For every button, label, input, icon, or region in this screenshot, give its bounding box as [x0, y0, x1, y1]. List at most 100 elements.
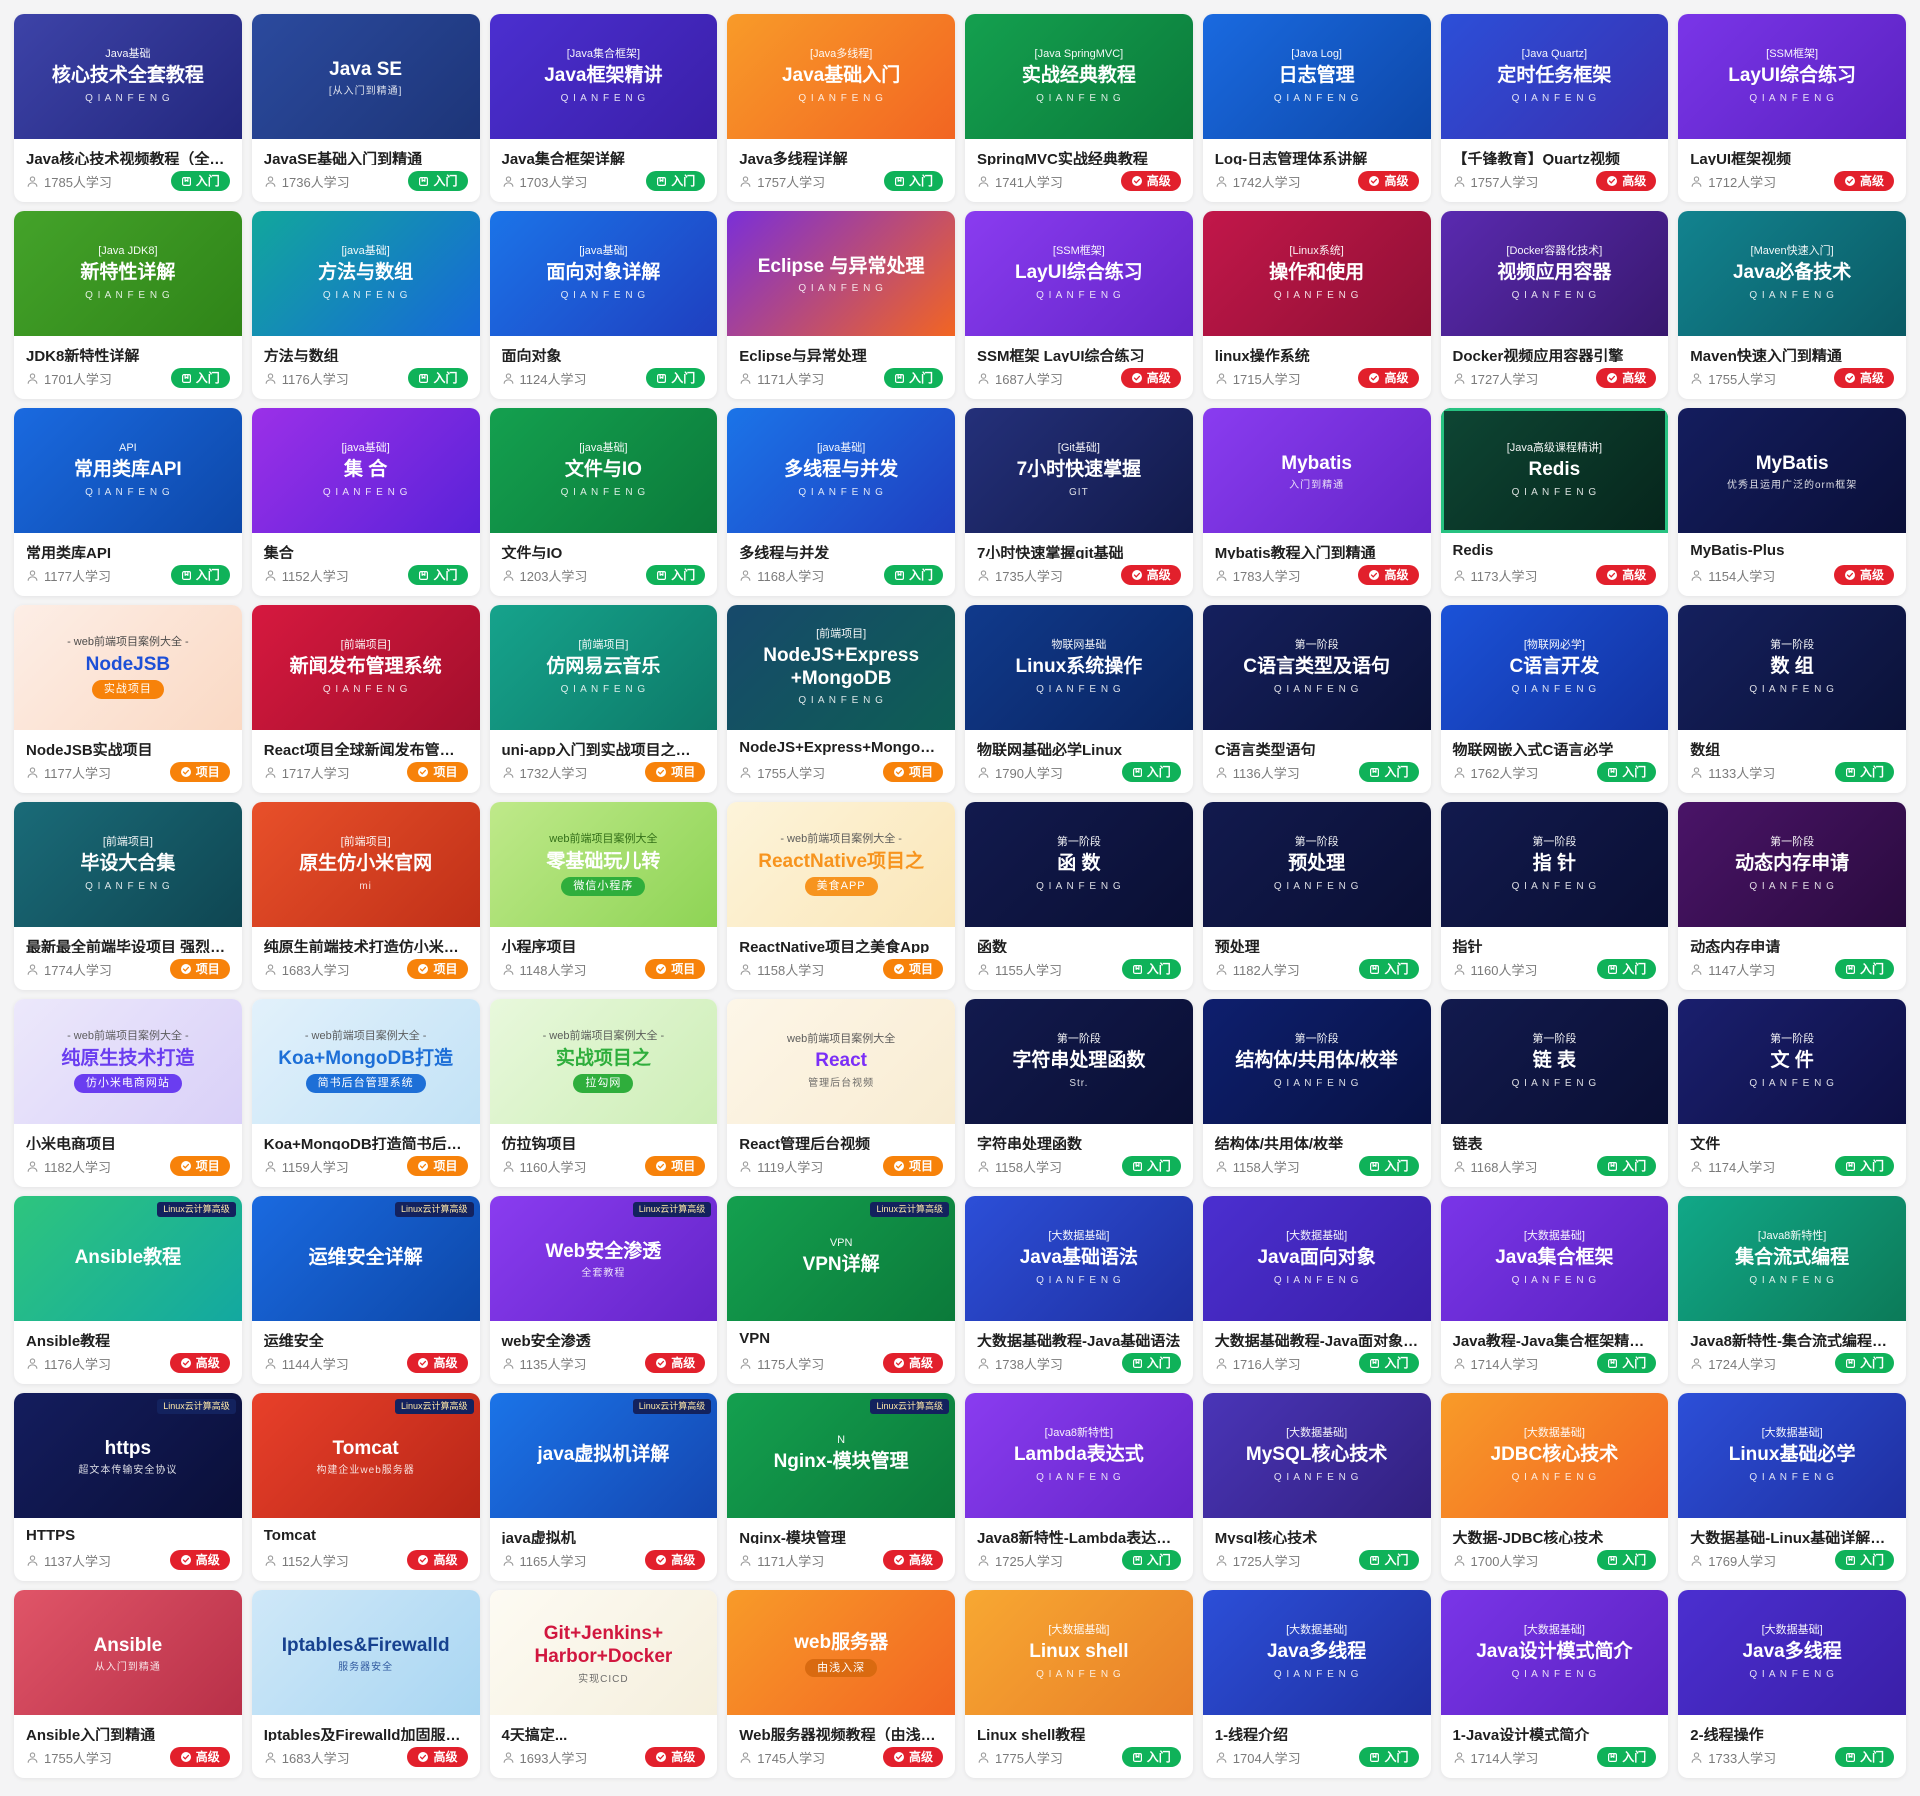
course-card[interactable]: [Java Quartz] 定时任务框架 Q I A N F E N G 【千锋…: [1440, 14, 1669, 202]
course-card[interactable]: - web前端项目案例大全 - 实战项目之 拉勾网 仿拉钩项目 1160人学习: [489, 999, 718, 1187]
course-card[interactable]: 第一阶段 C语言类型及语句 Q I A N F E N G C语言类型语句 11…: [1202, 605, 1431, 793]
course-meta: 1683人学习 项目: [252, 953, 480, 990]
level-badge-label: 入门: [195, 174, 220, 188]
course-card[interactable]: [java基础] 集 合 Q I A N F E N G 集合 1152人学习: [251, 408, 480, 596]
course-card[interactable]: [Linux系统] 操作和使用 Q I A N F E N G linux操作系…: [1202, 211, 1431, 399]
course-card[interactable]: [Java8新特性] 集合流式编程 Q I A N F E N G Java8新…: [1678, 1196, 1906, 1384]
thumb-main-text: 面向对象详解: [546, 262, 661, 284]
level-badge: 入门: [1121, 959, 1181, 979]
course-card[interactable]: [大数据基础] Java设计模式简介 Q I A N F E N G 1-Jav…: [1440, 1590, 1669, 1778]
course-card[interactable]: [Java JDK8] 新特性详解 Q I A N F E N G JDK8新特…: [14, 211, 242, 399]
course-card[interactable]: Iptables&Firewalld 服务器安全 Iptables及Firewa…: [251, 1590, 480, 1778]
course-card[interactable]: 第一阶段 预处理 Q I A N F E N G 预处理 1182人学习: [1202, 802, 1431, 990]
thumb-corner-tag: Linux云计算高级: [870, 1399, 949, 1414]
course-card[interactable]: 第一阶段 动态内存申请 Q I A N F E N G 动态内存申请 1147人…: [1678, 802, 1906, 990]
course-card[interactable]: [大数据基础] JDBC核心技术 Q I A N F E N G 大数据-JDB…: [1440, 1393, 1669, 1581]
course-thumbnail: [前端项目] NodeJS+Express +MongoDB Q I A N F…: [727, 605, 955, 730]
course-card[interactable]: 第一阶段 数 组 Q I A N F E N G 数组 1133人学习: [1678, 605, 1906, 793]
course-card[interactable]: Ansible 从入门到精通 Ansible入门到精通 1755人学习: [14, 1590, 242, 1778]
course-card[interactable]: API 常用类库API Q I A N F E N G 常用类库API 1177…: [14, 408, 242, 596]
course-card[interactable]: - web前端项目案例大全 - 纯原生技术打造 仿小米电商网站 小米电商项目 1…: [14, 999, 242, 1187]
thumb-top-text: - web前端项目案例大全 -: [67, 636, 189, 649]
course-card[interactable]: [大数据基础] Linux shell Q I A N F E N G Linu…: [965, 1590, 1193, 1778]
course-card[interactable]: [java基础] 文件与IO Q I A N F E N G 文件与IO 120…: [489, 408, 718, 596]
course-thumbnail: - web前端项目案例大全 - 实战项目之 拉勾网: [489, 999, 718, 1124]
course-card[interactable]: Java基础 核心技术全套教程 Q I A N F E N G Java核心技术…: [14, 14, 242, 202]
course-card[interactable]: [物联网必学] C语言开发 Q I A N F E N G 物联网嵌入式C语言必…: [1440, 605, 1669, 793]
course-card[interactable]: [java基础] 多线程与并发 Q I A N F E N G 多线程与并发 1…: [727, 408, 955, 596]
course-card[interactable]: - web前端项目案例大全 - NodeJSB 实战项目 NodeJSB实战项目…: [14, 605, 242, 793]
course-card[interactable]: [大数据基础] Java基础语法 Q I A N F E N G 大数据基础教程…: [965, 1196, 1193, 1384]
learner-count: 1182人学习: [1215, 960, 1300, 979]
course-card[interactable]: MyBatis 优秀且运用广泛的orm框架 MyBatis-Plus 1154人…: [1678, 408, 1906, 596]
course-card[interactable]: [前端项目] 毕设大合集 Q I A N F E N G 最新最全前端毕设项目 …: [14, 802, 242, 990]
course-card[interactable]: [Java高级课程精讲] Redis Q I A N F E N G Redis…: [1440, 408, 1669, 596]
course-card[interactable]: [前端项目] 仿网易云音乐 Q I A N F E N G uni-app入门到…: [489, 605, 718, 793]
thumb-top-text: [大数据基础]: [1048, 1624, 1110, 1636]
course-card[interactable]: Linux云计算高级 N Nginx-模块管理 Nginx-模块管理 1171人…: [727, 1393, 955, 1581]
thumb-main-text: Lambda表达式: [1013, 1444, 1144, 1466]
person-icon: [265, 1160, 276, 1172]
course-card[interactable]: [大数据基础] Java集合框架 Q I A N F E N G Java教程-…: [1440, 1196, 1669, 1384]
level-badge-label: 项目: [433, 1159, 458, 1173]
course-card[interactable]: [大数据基础] Java多线程 Q I A N F E N G 1-线程介绍 1…: [1202, 1590, 1431, 1778]
thumb-sub-text: Q I A N F E N G: [1749, 1274, 1835, 1286]
course-card[interactable]: [大数据基础] Linux基础必学 Q I A N F E N G 大数据基础-…: [1678, 1393, 1906, 1581]
course-card[interactable]: 第一阶段 字符串处理函数 Str. 字符串处理函数 1158人学习: [965, 999, 1193, 1187]
course-card[interactable]: [SSM框架] LayUI综合练习 Q I A N F E N G SSM框架 …: [965, 211, 1193, 399]
level-badge: 入门: [1597, 1747, 1657, 1767]
course-card[interactable]: 第一阶段 文 件 Q I A N F E N G 文件 1174人学习: [1678, 999, 1906, 1187]
course-card[interactable]: Git+Jenkins+ Harbor+Docker 实现CICD 4天搞定..…: [489, 1590, 718, 1778]
course-card[interactable]: web前端项目案例大全 React 管理后台视频 React管理后台视频 111…: [727, 999, 955, 1187]
course-card[interactable]: Linux云计算高级 运维安全详解 运维安全 1144人学习: [251, 1196, 480, 1384]
course-card[interactable]: [大数据基础] Java多线程 Q I A N F E N G 2-线程操作 1…: [1678, 1590, 1906, 1778]
course-card[interactable]: [Java Log] 日志管理 Q I A N F E N G Log-日志管理…: [1202, 14, 1431, 202]
learner-count-text: 1158人学习: [757, 962, 825, 978]
course-card[interactable]: [Java集合框架] Java框架精讲 Q I A N F E N G Java…: [489, 14, 718, 202]
course-card[interactable]: web服务器 由浅入深 Web服务器视频教程（由浅入... 1745人学习: [727, 1590, 955, 1778]
course-card[interactable]: [Git基础] 7小时快速掌握 GIT 7小时快速掌握git基础 1735人学习: [965, 408, 1193, 596]
course-card[interactable]: [Docker容器化技术] 视频应用容器 Q I A N F E N G Doc…: [1440, 211, 1669, 399]
course-card[interactable]: Mybatis 入门到精通 Mybatis教程入门到精通 1783人学习: [1202, 408, 1431, 596]
course-card[interactable]: [java基础] 方法与数组 Q I A N F E N G 方法与数组 117…: [251, 211, 480, 399]
course-card[interactable]: 第一阶段 函 数 Q I A N F E N G 函数 1155人学习: [965, 802, 1193, 990]
thumb-top-text: [Java SpringMVC]: [1034, 48, 1124, 60]
book-icon: [1845, 1358, 1856, 1369]
course-meta: 1745人学习 高级: [727, 1741, 955, 1778]
course-card[interactable]: [Java SpringMVC] 实战经典教程 Q I A N F E N G …: [965, 14, 1193, 202]
course-thumbnail: Linux云计算高级 https 超文本传输安全协议: [14, 1393, 242, 1518]
thumb-main-text: React: [815, 1050, 867, 1072]
course-card[interactable]: [Java多线程] Java基础入门 Q I A N F E N G Java多…: [727, 14, 955, 202]
course-card[interactable]: Java SE [从入门到精通] JavaSE基础入门到精通 1736人学习: [251, 14, 480, 202]
seal-check-icon: [180, 963, 192, 975]
level-badge-label: 项目: [195, 1159, 220, 1173]
course-card[interactable]: [SSM框架] LayUI综合练习 Q I A N F E N G LayUI框…: [1678, 14, 1906, 202]
course-card[interactable]: - web前端项目案例大全 - Koa+MongoDB打造 简书后台管理系统 K…: [251, 999, 480, 1187]
thumb-main-text: MyBatis: [1755, 452, 1829, 474]
course-card[interactable]: [前端项目] NodeJS+Express +MongoDB Q I A N F…: [727, 605, 955, 793]
course-card[interactable]: Eclipse 与异常处理 Q I A N F E N G Eclipse与异常…: [727, 211, 955, 399]
course-title: VPN: [739, 1330, 771, 1347]
course-card[interactable]: [大数据基础] MySQL核心技术 Q I A N F E N G Mysql核…: [1202, 1393, 1431, 1581]
course-card[interactable]: Linux云计算高级 java虚拟机详解 java虚拟机 1165人学习: [489, 1393, 718, 1581]
level-badge: 入门: [1359, 762, 1419, 782]
course-card[interactable]: [Java8新特性] Lambda表达式 Q I A N F E N G Jav…: [965, 1393, 1193, 1581]
course-card[interactable]: 第一阶段 结构体/共用体/枚举 Q I A N F E N G 结构体/共用体/…: [1202, 999, 1431, 1187]
course-card[interactable]: - web前端项目案例大全 - ReactNative项目之 美食APP Rea…: [727, 802, 955, 990]
course-card[interactable]: Linux云计算高级 VPN VPN详解 VPN 1175人学习: [727, 1196, 955, 1384]
course-title: 7小时快速掌握git基础: [977, 545, 1124, 559]
course-card[interactable]: [前端项目] 新闻发布管理系统 Q I A N F E N G React项目全…: [251, 605, 480, 793]
course-card[interactable]: Linux云计算高级 Tomcat 构建企业web服务器 Tomcat 1152…: [251, 1393, 480, 1581]
course-card[interactable]: Linux云计算高级 Ansible教程 Ansible教程 1176人学习: [14, 1196, 242, 1384]
course-card[interactable]: [java基础] 面向对象详解 Q I A N F E N G 面向对象 112…: [489, 211, 718, 399]
course-card[interactable]: Linux云计算高级 Web安全渗透 全套教程 web安全渗透 1135人学习: [489, 1196, 718, 1384]
course-card[interactable]: 第一阶段 指 针 Q I A N F E N G 指针 1160人学习: [1440, 802, 1669, 990]
course-card[interactable]: [大数据基础] Java面向对象 Q I A N F E N G 大数据基础教程…: [1202, 1196, 1431, 1384]
course-card[interactable]: 物联网基础 Linux系统操作 Q I A N F E N G 物联网基础必学L…: [965, 605, 1193, 793]
course-card[interactable]: 第一阶段 链 表 Q I A N F E N G 链表 1168人学习: [1440, 999, 1669, 1187]
course-card[interactable]: [前端项目] 原生仿小米官网 mi 纯原生前端技术打造仿小米电商... 1683…: [251, 802, 480, 990]
course-card[interactable]: web前端项目案例大全 零基础玩儿转 微信小程序 小程序项目 1148人学习: [489, 802, 718, 990]
course-card[interactable]: [Maven快速入门] Java必备技术 Q I A N F E N G Mav…: [1678, 211, 1906, 399]
course-card[interactable]: Linux云计算高级 https 超文本传输安全协议 HTTPS 1137人学习: [14, 1393, 242, 1581]
learner-count-text: 1177人学习: [44, 765, 111, 781]
